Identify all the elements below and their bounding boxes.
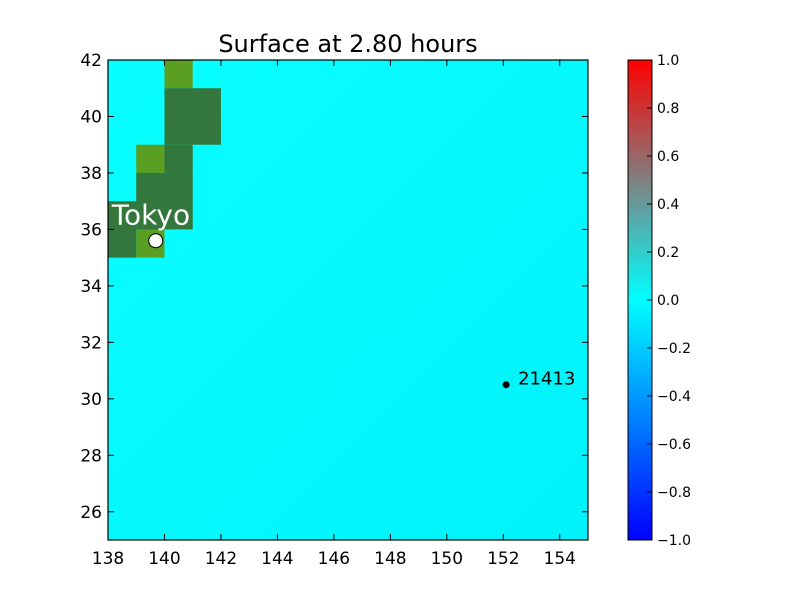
x-tick-label: 140 xyxy=(148,549,180,569)
x-tick-label: 138 xyxy=(92,549,124,569)
x-tick-label: 144 xyxy=(261,549,293,569)
station-label: 21413 xyxy=(518,369,575,390)
colorbar-tick-label: −0.4 xyxy=(657,389,691,405)
colorbar-tick-label: −1.0 xyxy=(657,533,691,549)
y-tick-label: 34 xyxy=(80,277,102,297)
x-tick-label: 154 xyxy=(544,549,576,569)
y-tick-label: 32 xyxy=(80,333,102,353)
y-tick-label: 40 xyxy=(80,107,102,127)
station-marker xyxy=(502,381,510,389)
x-tick-label: 142 xyxy=(205,549,237,569)
colorbar-tick-label: −0.8 xyxy=(657,485,691,501)
tokyo-marker xyxy=(148,233,164,249)
x-axis: 138 140 142 144 146 148 150 152 154 xyxy=(92,60,576,569)
land-cells xyxy=(108,60,221,258)
chart-title: Surface at 2.80 hours xyxy=(218,30,477,58)
colorbar-tick-label: 0.2 xyxy=(657,245,679,261)
colorbar-ticks: 1.0 0.8 0.6 0.4 0.2 0.0 −0.2 −0.4 −0.6 −0.8 −1.0 xyxy=(647,53,691,549)
plot-frame xyxy=(107,59,589,541)
y-tick-label: 38 xyxy=(80,164,102,184)
colorbar-tick-label: 0.8 xyxy=(657,101,679,117)
colorbar-tick-label: 1.0 xyxy=(657,53,679,69)
y-tick-label: 30 xyxy=(80,390,102,410)
colorbar-tick-label: 0.6 xyxy=(657,149,679,165)
y-tick-label: 26 xyxy=(80,503,102,523)
x-tick-label: 152 xyxy=(487,549,519,569)
tokyo-label: Tokyo xyxy=(111,199,190,232)
y-tick-label: 42 xyxy=(80,51,102,71)
y-tick-label: 36 xyxy=(80,220,102,240)
x-tick-label: 146 xyxy=(318,549,350,569)
colorbar-tick-label: 0.0 xyxy=(657,293,679,309)
y-axis: 26 28 30 32 34 36 38 40 42 xyxy=(80,51,588,523)
annotations: Tokyo 21413 xyxy=(111,199,576,390)
land-cell xyxy=(136,201,165,230)
x-tick-label: 148 xyxy=(374,549,406,569)
y-tick-label: 28 xyxy=(80,446,102,466)
colorbar-tick-label: 0.4 xyxy=(657,197,679,213)
colorbar: 1.0 0.8 0.6 0.4 0.2 0.0 −0.2 −0.4 −0.6 −0.8 −1.0 xyxy=(627,53,691,549)
colorbar-tick-label: −0.2 xyxy=(657,341,691,357)
land-cell xyxy=(164,88,221,145)
x-tick-label: 150 xyxy=(431,549,463,569)
land-cell xyxy=(136,144,165,173)
land-cell xyxy=(164,144,193,173)
land-cell xyxy=(164,60,193,89)
plot-area: Tokyo 21413 138 140 142 144 146 148 150 152 154 2… xyxy=(80,51,589,569)
colorbar-tick-label: −0.6 xyxy=(657,437,691,453)
